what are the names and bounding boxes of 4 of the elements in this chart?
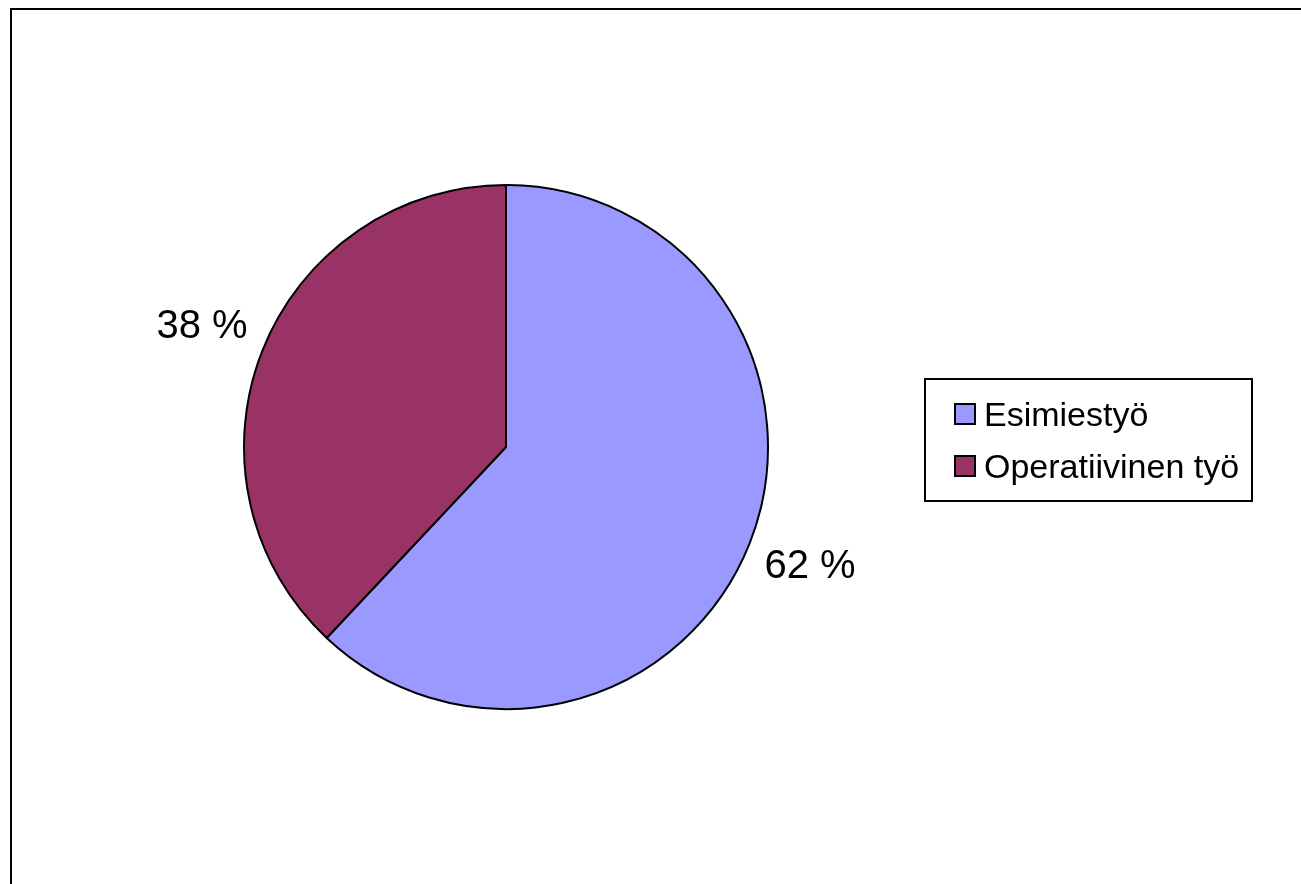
data-label: 62 % bbox=[764, 542, 856, 587]
legend-label: Esimiestyö bbox=[984, 394, 1149, 434]
legend-label: Operatiivinen työ bbox=[984, 446, 1240, 486]
data-label: 38 % bbox=[156, 301, 248, 346]
